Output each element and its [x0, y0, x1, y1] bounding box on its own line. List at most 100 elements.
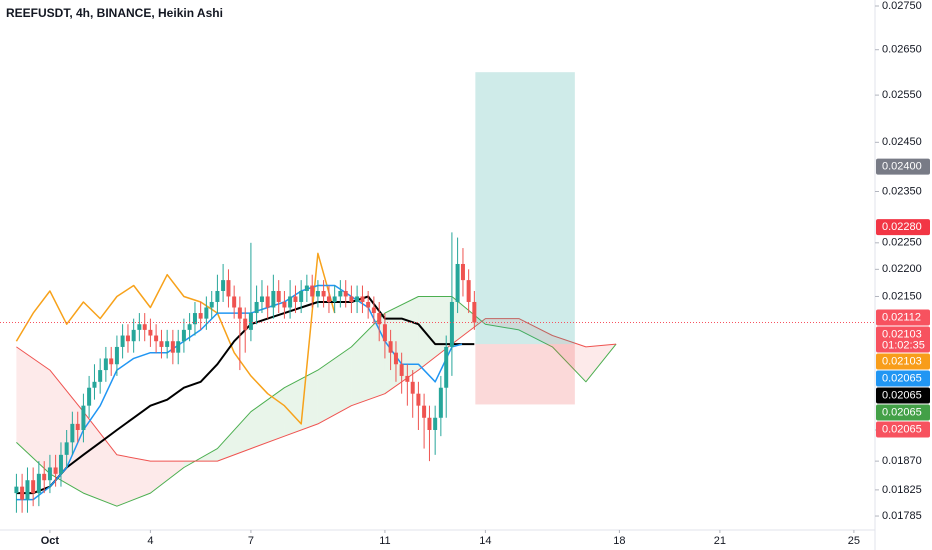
candle-body [181, 329, 186, 342]
candle-body [81, 405, 86, 430]
price-badge-label: 0.02065 [882, 389, 922, 401]
candle-body [243, 318, 248, 330]
price-badge-label: 0.02112 [882, 311, 921, 323]
candle-body [422, 405, 427, 418]
span-a-line [16, 296, 617, 507]
candle-body [366, 301, 371, 308]
candle-body [410, 381, 415, 394]
candle-body [271, 290, 276, 308]
candle-body [159, 341, 164, 347]
candle-body [449, 301, 454, 347]
y-tick-label: 0.02550 [882, 89, 922, 101]
cloud-fill [116, 454, 151, 507]
candle-body [282, 301, 287, 308]
candle-body [114, 346, 119, 365]
candle-body [20, 486, 25, 500]
candle-body [98, 370, 103, 382]
candle-body [14, 486, 19, 494]
candle-body [276, 290, 281, 302]
candle-body [75, 423, 80, 430]
candle-body [109, 358, 114, 365]
candle-body [416, 393, 421, 406]
candle-body [371, 307, 376, 314]
x-tick-label: 7 [248, 535, 254, 547]
y-tick-label: 0.02350 [882, 185, 922, 197]
candle-body [209, 301, 214, 308]
candle-body [42, 473, 47, 481]
candle-body [326, 296, 331, 302]
y-tick-label: 0.02200 [882, 263, 922, 275]
candle-body [92, 381, 97, 388]
candle-body [315, 290, 320, 297]
indicator-line [15, 252, 336, 425]
price-badge-label: 0.02103 [882, 355, 922, 367]
candle-body [444, 346, 449, 388]
candle-body [288, 296, 293, 308]
price-badge [876, 370, 930, 387]
candle-body [192, 313, 197, 325]
price-axis-panel [875, 0, 932, 550]
candle-body [332, 296, 337, 302]
candle-body [393, 352, 398, 365]
candle-body [25, 480, 30, 500]
indicator-line [16, 284, 463, 501]
price-badge [876, 309, 930, 326]
candle-body [187, 324, 192, 330]
candle-body [232, 296, 237, 308]
cloud-fill [451, 296, 486, 345]
candle-body [382, 324, 387, 342]
candle-body [226, 280, 231, 297]
x-tick-label: 4 [147, 535, 153, 547]
cloud-fill [518, 318, 553, 347]
candle-body [472, 301, 477, 323]
x-tick-label: 14 [479, 535, 491, 547]
candle-body [466, 280, 471, 302]
candle-body [259, 296, 264, 302]
price-badge-label: 0.02065 [882, 406, 922, 418]
candle-body [137, 324, 142, 330]
candle-body [343, 290, 348, 297]
candle-body [299, 290, 304, 302]
price-badge-label: 0.02400 [882, 161, 922, 173]
candle-body [405, 375, 410, 382]
candle-body [399, 364, 404, 376]
x-tick-label: Oct [41, 535, 60, 547]
price-badge-label: 0.02065 [882, 372, 922, 384]
price-badge-label: 0.02280 [882, 221, 922, 233]
y-tick-label: 0.02650 [882, 44, 922, 56]
candle-body [254, 301, 259, 314]
candle-body [427, 417, 432, 430]
y-tick-label: 0.02150 [882, 290, 922, 302]
price-badge [876, 326, 930, 353]
indicator-line [16, 295, 475, 495]
price-badge [876, 158, 930, 175]
y-tick-label: 0.02750 [882, 0, 922, 12]
candle-body [154, 335, 159, 342]
candle-body [165, 341, 170, 347]
cloud-fill [16, 346, 50, 474]
candle-body [198, 313, 203, 319]
position-loss [475, 344, 575, 405]
candle-body [355, 296, 360, 302]
cloud-fill [250, 387, 285, 449]
price-badge-label: 0.02103 [882, 328, 922, 340]
y-tick-label: 0.01785 [882, 510, 922, 522]
candle-body [87, 387, 92, 406]
y-tick-label: 0.02250 [882, 237, 922, 249]
cloud-fill [150, 461, 184, 494]
cloud-fill [552, 335, 586, 382]
x-tick-label: 18 [613, 535, 625, 547]
x-tick-label: 21 [714, 535, 726, 547]
candle-body [142, 324, 147, 330]
candle-body [265, 296, 270, 308]
candle-body [47, 467, 52, 481]
y-tick-label: 0.01825 [882, 484, 922, 496]
x-tick-label: 25 [848, 535, 860, 547]
price-badge [876, 387, 930, 404]
candle-body [204, 307, 209, 319]
candle-body [215, 290, 220, 302]
candle-body [360, 296, 365, 302]
candle-body [310, 285, 315, 297]
candle-body [455, 263, 460, 302]
